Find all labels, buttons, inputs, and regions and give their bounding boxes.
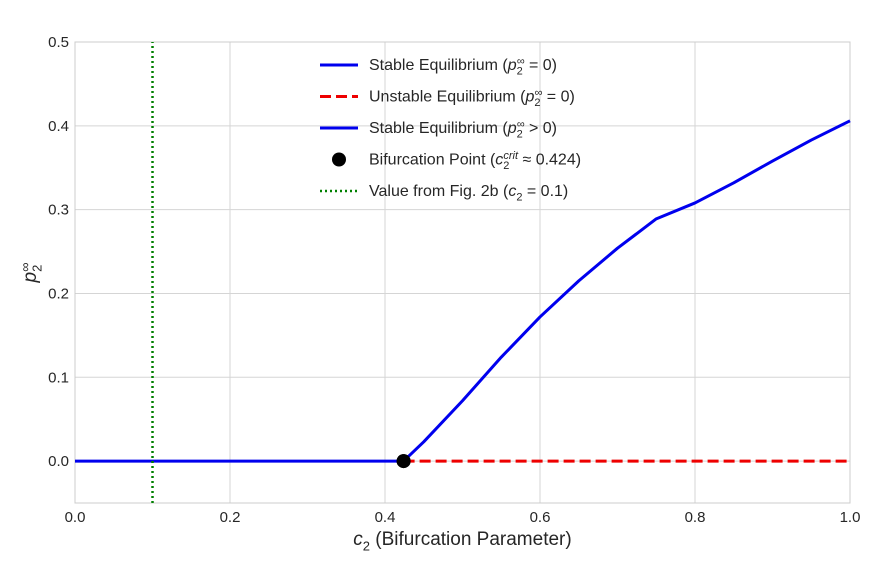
legend-entry-var: p [507,120,517,137]
x-tick-label: 0.8 [685,509,706,526]
x-tick-label: 0.4 [375,509,396,526]
x-axis-label-post: (Bifurcation Parameter) [370,529,572,550]
legend-entry-post: > 0) [525,120,557,137]
legend-entry-var: c [508,183,516,200]
legend-entry-sub: 2 [517,65,523,77]
legend-entry-sub: 2 [517,128,523,140]
y-tick-label: 0.0 [48,453,69,470]
bifurcation-point-marker-top [396,454,411,469]
legend-entry-sup: ∞ [517,119,525,131]
legend-entry-var: p [507,57,517,74]
x-tick-label: 1.0 [840,509,861,526]
legend-entry-sub: 2 [516,191,522,203]
axes-frame [74,41,851,504]
x-axis-label-sub: 2 [363,538,370,553]
legend-entry-pre: Stable Equilibrium ( [369,120,508,137]
legend-entry-post: = 0) [542,89,574,106]
x-tick-label: 0.6 [530,509,551,526]
legend-entry-sup: ∞ [517,56,525,68]
legend-entry-post: ≈ 0.424) [518,152,581,169]
legend-entry-label: Stable Equilibrium (p2∞ > 0) [369,119,557,141]
legend-entry-pre: Value from Fig. 2b ( [369,183,509,200]
legend-entry-label: Stable Equilibrium (p2∞ = 0) [369,56,557,78]
legend-entry-pre: Stable Equilibrium ( [369,57,508,74]
y-axis-label-var: p [20,272,41,284]
x-axis-label: c2 (Bifurcation Parameter) [353,529,571,553]
legend-entry-label: Value from Fig. 2b (c2 = 0.1) [369,183,568,203]
legend-entry-sub: 2 [503,160,509,172]
legend-marker-handle [332,152,346,167]
y-tick-label: 0.1 [48,369,69,386]
legend-entry-pre: Unstable Equilibrium ( [369,89,526,106]
y-axis-label-sub: 2 [29,265,44,272]
legend-entry-sub: 2 [534,97,540,109]
legend-entry-label: Unstable Equilibrium (p2∞ = 0) [369,87,575,109]
legend-entry-label: Bifurcation Point (c2crit ≈ 0.424) [369,150,581,172]
legend-entry-var: c [495,152,503,169]
y-axis-label-sup: ∞ [18,263,33,272]
x-tick-label: 0.2 [220,509,241,526]
x-axis-label-var: c [353,529,363,550]
series-group [75,42,851,503]
legend: Stable Equilibrium (p2∞ = 0)Unstable Equ… [320,56,581,203]
legend-entry-pre: Bifurcation Point ( [369,152,496,169]
stable-positive-equilibrium-curve [402,119,851,463]
legend-entry-var: p [525,89,535,106]
legend-entry-sup: crit [503,150,519,162]
plot-area [75,42,850,503]
x-tick-label: 0.0 [65,509,86,526]
legend-entry-post: = 0.1) [522,183,568,200]
legend-entry-sup: ∞ [534,87,542,99]
y-axis-label: p2∞ [18,263,45,284]
y-tick-label: 0.5 [48,34,69,51]
legend-entry-post: = 0) [525,57,557,74]
y-tick-label: 0.3 [48,202,69,219]
y-tick-label: 0.2 [48,285,69,302]
y-tick-label: 0.4 [48,118,69,135]
